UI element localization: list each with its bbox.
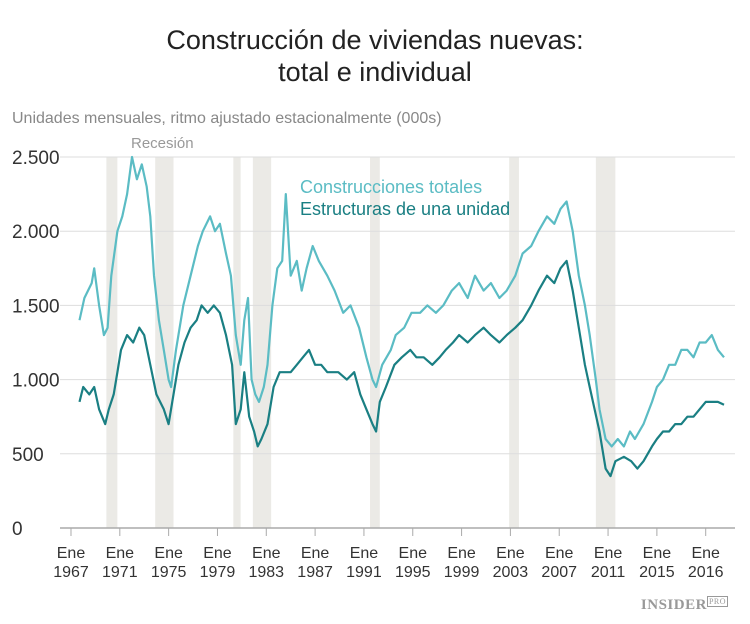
recession-band: [106, 157, 118, 528]
x-tick-label-month: Ene: [643, 545, 672, 562]
x-tick-label-year: 2015: [639, 564, 675, 581]
y-tick-label: 1.000: [12, 371, 60, 392]
x-tick-label-month: Ene: [545, 545, 574, 562]
recession-band: [509, 157, 519, 528]
recession-label: Recesión: [131, 135, 194, 152]
x-tick-label-month: Ene: [301, 545, 330, 562]
x-tick-label-year: 1971: [102, 564, 138, 581]
x-tick-label-month: Ene: [203, 545, 232, 562]
x-tick-label-month: Ene: [252, 545, 281, 562]
y-tick-label: 0: [12, 519, 23, 540]
x-tick-label-month: Ene: [106, 545, 135, 562]
x-tick-label-year: 1999: [444, 564, 480, 581]
x-tick-label-year: 1995: [395, 564, 431, 581]
legend-label: Estructuras de una unidad: [300, 199, 510, 219]
legend-label: Construcciones totales: [300, 177, 482, 197]
logo-text: INSIDER: [640, 597, 707, 613]
x-tick-label-year: 2016: [688, 564, 724, 581]
x-tick-label-year: 2003: [493, 564, 529, 581]
x-tick-label-month: Ene: [691, 545, 720, 562]
recession-band: [252, 157, 272, 528]
recession-band: [155, 157, 174, 528]
chart-title-line2: total e individual: [278, 57, 472, 87]
x-tick-label-year: 1979: [200, 564, 236, 581]
x-tick-label-month: Ene: [154, 545, 183, 562]
x-tick-label-year: 1983: [248, 564, 284, 581]
insider-pro-logo: INSIDER PRO: [640, 596, 728, 614]
x-tick-label-month: Ene: [350, 545, 379, 562]
x-tick-label-month: Ene: [594, 545, 623, 562]
x-tick-label-year: 2007: [541, 564, 577, 581]
chart-subtitle: Unidades mensuales, ritmo ajustado estac…: [12, 110, 442, 127]
y-tick-label: 2.000: [12, 222, 60, 243]
x-tick-label-month: Ene: [496, 545, 525, 562]
x-tick-label-year: 1987: [297, 564, 333, 581]
x-tick-label-month: Ene: [399, 545, 428, 562]
logo-suffix: PRO: [706, 596, 728, 607]
x-tick-label-month: Ene: [447, 545, 476, 562]
y-tick-label: 500: [12, 445, 44, 466]
x-tick-label-year: 1975: [151, 564, 187, 581]
y-tick-label: 1.500: [12, 296, 60, 317]
x-tick-label-month: Ene: [57, 545, 86, 562]
series-line-total: [78, 155, 725, 448]
x-tick-label-year: 1991: [346, 564, 382, 581]
series-line-single-unit: [78, 259, 725, 478]
recession-band: [370, 157, 380, 528]
x-tick-label-year: 1967: [53, 564, 89, 581]
x-tick-label-year: 2011: [591, 564, 626, 581]
chart-title-line1: Construcción de viviendas nuevas:: [166, 25, 584, 55]
y-tick-label: 2.500: [12, 148, 60, 169]
